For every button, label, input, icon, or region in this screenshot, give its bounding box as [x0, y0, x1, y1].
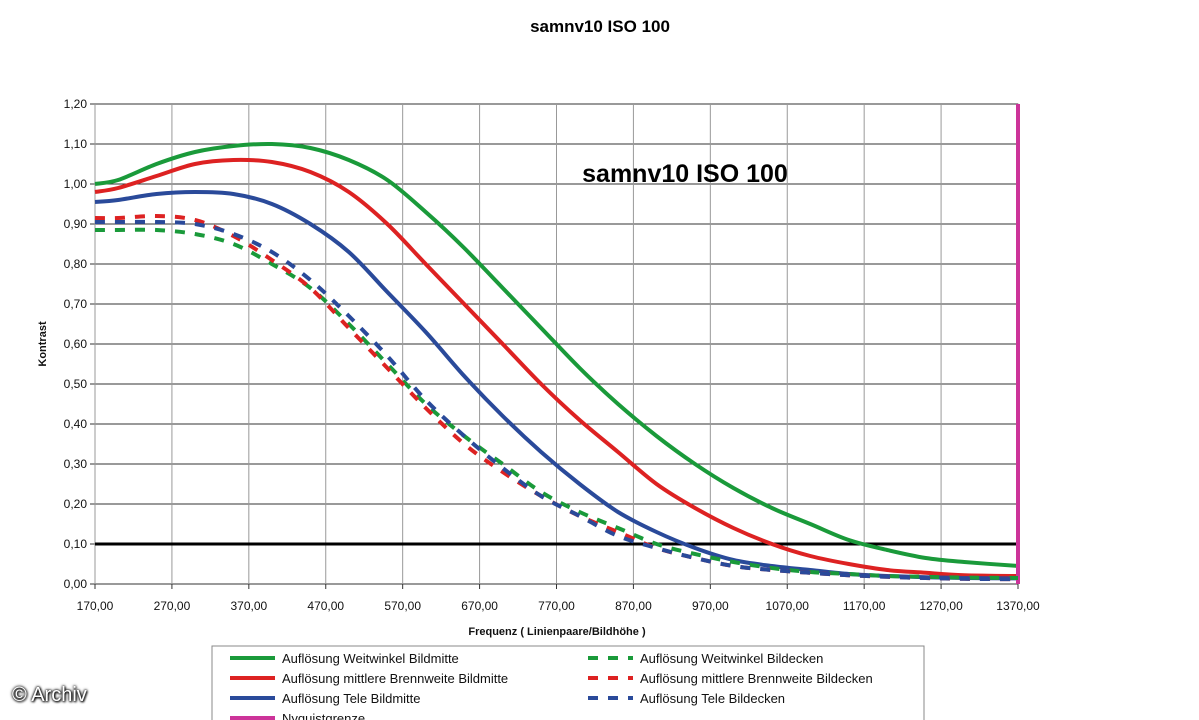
- y-tick-label: 0,70: [64, 297, 88, 311]
- legend-box: [211, 645, 925, 720]
- x-tick-label: 970,00: [692, 599, 729, 613]
- legend-entry: Auflösung Weitwinkel Bildmitte: [282, 651, 459, 666]
- x-tick-label: 170,00: [77, 599, 114, 613]
- legend: Auflösung Weitwinkel Bildmitte Auflösung …: [211, 645, 925, 720]
- legend-entry: Auflösung mittlere Brennweite Bildmitte: [282, 671, 508, 686]
- y-tick-label: 1,00: [64, 177, 88, 191]
- x-axis-label: Frequenz ( Linienpaare/Bildhöhe ): [468, 626, 646, 638]
- y-tick-label: 0,80: [64, 257, 88, 271]
- x-tick-label: 1370,00: [996, 599, 1040, 613]
- series-line-2: [94, 157, 1019, 578]
- x-tick-labels: 170,00 270,00 370,00 470,00 570,00 670,00 770,…: [77, 599, 1040, 613]
- y-tick-label: 0,10: [64, 537, 88, 551]
- x-tick-label: 470,00: [307, 599, 344, 613]
- series-line-1: [94, 141, 1019, 568]
- x-tick-label: 370,00: [230, 599, 267, 613]
- x-tick-label: 670,00: [461, 599, 498, 613]
- legend-entry: Auflösung Tele Bildmitte: [282, 691, 421, 706]
- inner-chart-title: samnv10 ISO 100: [582, 160, 788, 188]
- chart-title: samnv10 ISO 100: [530, 17, 670, 36]
- y-tick-label: 0,50: [64, 377, 88, 391]
- y-tick-label: 0,60: [64, 337, 88, 351]
- y-tick-label: 0,20: [64, 497, 88, 511]
- legend-entry: Auflösung mittlere Brennweite Bildecken: [640, 671, 873, 686]
- watermark: © Archiv: [12, 684, 87, 706]
- y-tick-labels: 0,00 0,10 0,20 0,30 0,40 0,50 0,60 0,70 0,80 0,90…: [64, 97, 88, 591]
- x-tick-label: 270,00: [154, 599, 191, 613]
- x-tick-label: 1170,00: [843, 599, 886, 613]
- x-tick-label: 1270,00: [919, 599, 963, 613]
- y-tick-label: 0,90: [64, 217, 88, 231]
- y-tick-label: 0,30: [64, 457, 88, 471]
- y-tick-label: 0,40: [64, 417, 88, 431]
- series-line-7: [95, 219, 1019, 582]
- series-lines: [94, 104, 1021, 585]
- x-tick-label: 1070,00: [766, 599, 810, 613]
- y-tick-label: 0,00: [64, 577, 88, 591]
- x-tick-label: 770,00: [538, 599, 575, 613]
- y-axis-label: Kontrast: [37, 321, 49, 367]
- legend-entry: Auflösung Weitwinkel Bildecken: [640, 651, 823, 666]
- grid: [90, 103, 1019, 589]
- legend-entry: Nyquistgrenze: [282, 711, 365, 720]
- x-tick-label: 870,00: [615, 599, 652, 613]
- y-tick-label: 1,20: [64, 97, 88, 111]
- y-tick-label: 1,10: [64, 137, 88, 151]
- legend-entry: Auflösung Tele Bildecken: [640, 691, 785, 706]
- x-tick-label: 570,00: [384, 599, 421, 613]
